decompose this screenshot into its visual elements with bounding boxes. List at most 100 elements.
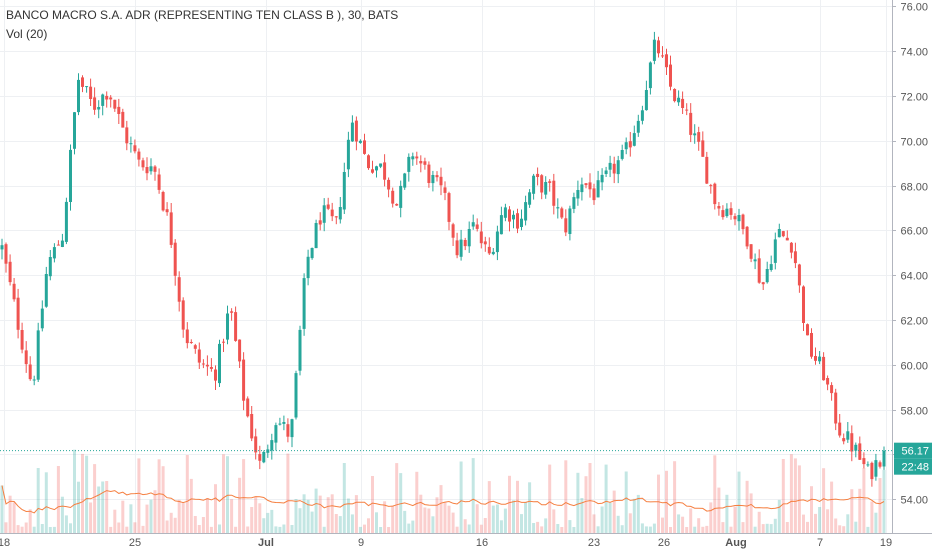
candle-body xyxy=(673,89,677,102)
volume-bar xyxy=(834,518,838,533)
candle-down xyxy=(592,183,596,205)
candle-body xyxy=(379,163,383,167)
candle-down xyxy=(487,237,491,255)
candle-body xyxy=(693,133,697,136)
candle-body xyxy=(109,97,113,100)
candle-body xyxy=(628,141,632,148)
candle-down xyxy=(363,133,366,155)
candle-body xyxy=(77,79,80,113)
volume-bar xyxy=(218,524,221,533)
candle-body xyxy=(636,120,640,133)
candle-down xyxy=(560,206,564,220)
volume-bar xyxy=(101,481,105,533)
candle-up xyxy=(403,172,407,190)
candle-down xyxy=(826,375,830,391)
volume-bar xyxy=(785,522,789,533)
candle-up xyxy=(274,422,278,451)
candle-up xyxy=(298,325,302,376)
candle-down xyxy=(113,99,117,112)
candle-up xyxy=(282,415,286,431)
candle-up xyxy=(411,152,415,166)
candle-body xyxy=(632,133,636,146)
volume-indicator-label[interactable]: Vol (20) xyxy=(6,27,48,41)
candle-up xyxy=(467,221,471,253)
candle-body xyxy=(806,324,809,336)
volume-bar xyxy=(806,521,809,533)
volume-bar xyxy=(745,480,749,533)
candlesticks[interactable] xyxy=(0,31,886,487)
candle-down xyxy=(455,232,459,259)
candle-body xyxy=(737,215,741,222)
volume-bar xyxy=(592,514,596,533)
time-axis[interactable]: 18 25 Jul 9 16 23 26 Aug 7 19 xyxy=(0,537,892,549)
candle-body xyxy=(310,248,314,259)
symbol-title[interactable]: BANCO MACRO S.A. ADR (REPRESENTING TEN C… xyxy=(6,8,399,22)
candle-body xyxy=(544,182,548,195)
candle-body xyxy=(455,240,459,256)
volume-bar xyxy=(838,525,842,533)
volume-bar xyxy=(294,499,298,533)
volume-bars xyxy=(0,449,886,533)
candle-body xyxy=(499,215,503,235)
candle-up xyxy=(576,180,580,206)
volume-ma-path xyxy=(1,485,885,514)
candle-body xyxy=(306,256,310,279)
volume-bar xyxy=(314,488,318,533)
volume-bar xyxy=(822,468,826,533)
candle-down xyxy=(16,288,20,339)
y-tick-label: 54.00 xyxy=(900,495,928,507)
candle-down xyxy=(121,108,125,128)
candle-down xyxy=(673,88,677,103)
volume-bar xyxy=(238,477,242,533)
candle-down xyxy=(612,156,616,184)
candle-down xyxy=(842,433,846,445)
candle-body xyxy=(73,112,76,149)
candle-body xyxy=(797,264,801,286)
candle-down xyxy=(878,460,882,469)
candle-body xyxy=(516,213,519,229)
candle-up xyxy=(48,250,52,281)
candle-down xyxy=(814,347,817,365)
candle-body xyxy=(822,356,826,381)
volume-bar xyxy=(342,463,346,533)
candle-body xyxy=(205,364,209,367)
candle-up xyxy=(874,453,878,481)
candle-up xyxy=(528,189,532,208)
volume-bar xyxy=(169,512,173,533)
volume-bar xyxy=(713,455,717,533)
candle-body xyxy=(28,364,32,380)
volume-bar xyxy=(153,490,157,533)
last-price-badge: 56.17 22:48 xyxy=(894,442,932,475)
candle-body xyxy=(624,142,628,150)
candle-down xyxy=(330,202,334,222)
candle-body xyxy=(850,433,854,452)
volume-bar xyxy=(769,524,773,533)
volume-bar xyxy=(234,526,238,533)
candle-down xyxy=(508,206,511,232)
volume-bar xyxy=(858,488,862,533)
candle-body xyxy=(717,206,721,209)
candle-down xyxy=(789,242,793,259)
candle-up xyxy=(568,205,572,241)
candle-body xyxy=(399,185,403,208)
candle-down xyxy=(749,244,753,263)
candle-up xyxy=(85,86,89,93)
volume-bar xyxy=(173,517,177,533)
volume-bar xyxy=(568,520,572,533)
volume-bar xyxy=(532,523,536,533)
volume-bar xyxy=(536,521,540,533)
volume-bar xyxy=(729,526,733,533)
volume-bar xyxy=(451,512,455,533)
candle-up xyxy=(262,450,266,464)
candle-body xyxy=(854,444,858,451)
candle-body xyxy=(338,207,342,220)
candle-down xyxy=(125,120,129,151)
candle-body xyxy=(185,329,189,344)
candle-body xyxy=(548,181,552,183)
volume-bar xyxy=(205,498,209,533)
candle-down xyxy=(89,78,93,106)
candle-down xyxy=(536,167,540,186)
volume-bar xyxy=(274,526,278,533)
